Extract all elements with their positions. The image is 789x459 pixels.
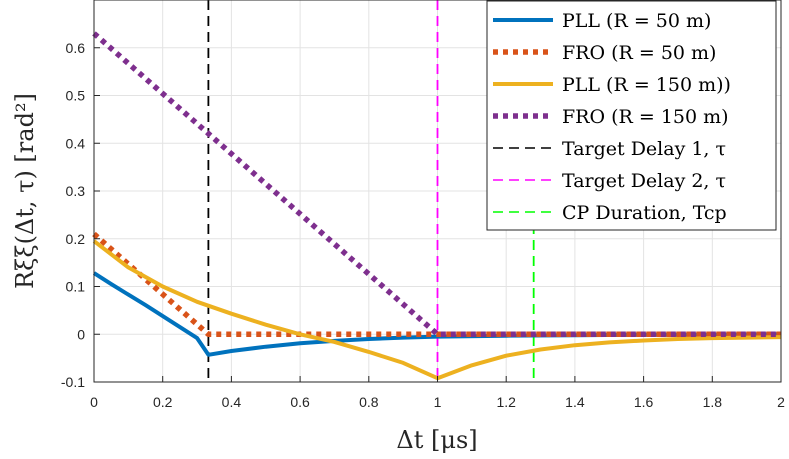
y-tick-label: -0.1 bbox=[61, 374, 85, 390]
y-tick-label: 0.1 bbox=[66, 279, 86, 295]
legend-label: FRO (R = 150 m) bbox=[562, 106, 729, 128]
legend-label: PLL (R = 50 m) bbox=[562, 10, 711, 32]
y-tick-label: 0.2 bbox=[66, 231, 86, 247]
y-tick-label: 0.3 bbox=[66, 183, 86, 199]
x-tick-label: 2 bbox=[777, 394, 785, 410]
y-axis-ticks: -0.1 0 0.1 0.2 0.3 0.4 0.5 0.6 bbox=[61, 40, 100, 390]
x-axis-title: Δt [μs] bbox=[396, 426, 477, 454]
legend-label: FRO (R = 50 m) bbox=[562, 42, 716, 64]
x-tick-label: 1.2 bbox=[496, 394, 516, 410]
y-tick-label: 0.6 bbox=[66, 40, 86, 56]
x-tick-label: 0 bbox=[90, 394, 98, 410]
legend-label: CP Duration, Tcp bbox=[562, 202, 727, 224]
x-tick-label: 0.4 bbox=[222, 394, 242, 410]
x-tick-label: 0.8 bbox=[359, 394, 379, 410]
x-tick-label: 1.4 bbox=[565, 394, 585, 410]
legend: PLL (R = 50 m) FRO (R = 50 m) PLL (R = 150… bbox=[486, 0, 777, 231]
y-tick-label: 0.4 bbox=[66, 135, 86, 151]
series-line bbox=[92, 31, 781, 338]
x-tick-label: 1.6 bbox=[634, 394, 654, 410]
x-tick-label: 0.2 bbox=[153, 394, 173, 410]
legend-label: Target Delay 2, τ bbox=[562, 170, 726, 192]
x-tick-label: 1 bbox=[434, 394, 442, 410]
y-tick-label: 0 bbox=[77, 326, 85, 342]
y-tick-label: 0.5 bbox=[66, 88, 86, 104]
x-axis-ticks: 0 0.2 0.4 0.6 0.8 1 1.2 1.4 1.6 1.8 2 bbox=[90, 376, 785, 410]
x-tick-label: 1.8 bbox=[703, 394, 723, 410]
legend-label: PLL (R = 150 m)) bbox=[562, 74, 731, 96]
y-axis-title: Rξξ(Δt, τ) [rad²] bbox=[11, 93, 39, 289]
x-tick-label: 0.6 bbox=[290, 394, 310, 410]
legend-label: Target Delay 1, τ bbox=[562, 138, 726, 160]
